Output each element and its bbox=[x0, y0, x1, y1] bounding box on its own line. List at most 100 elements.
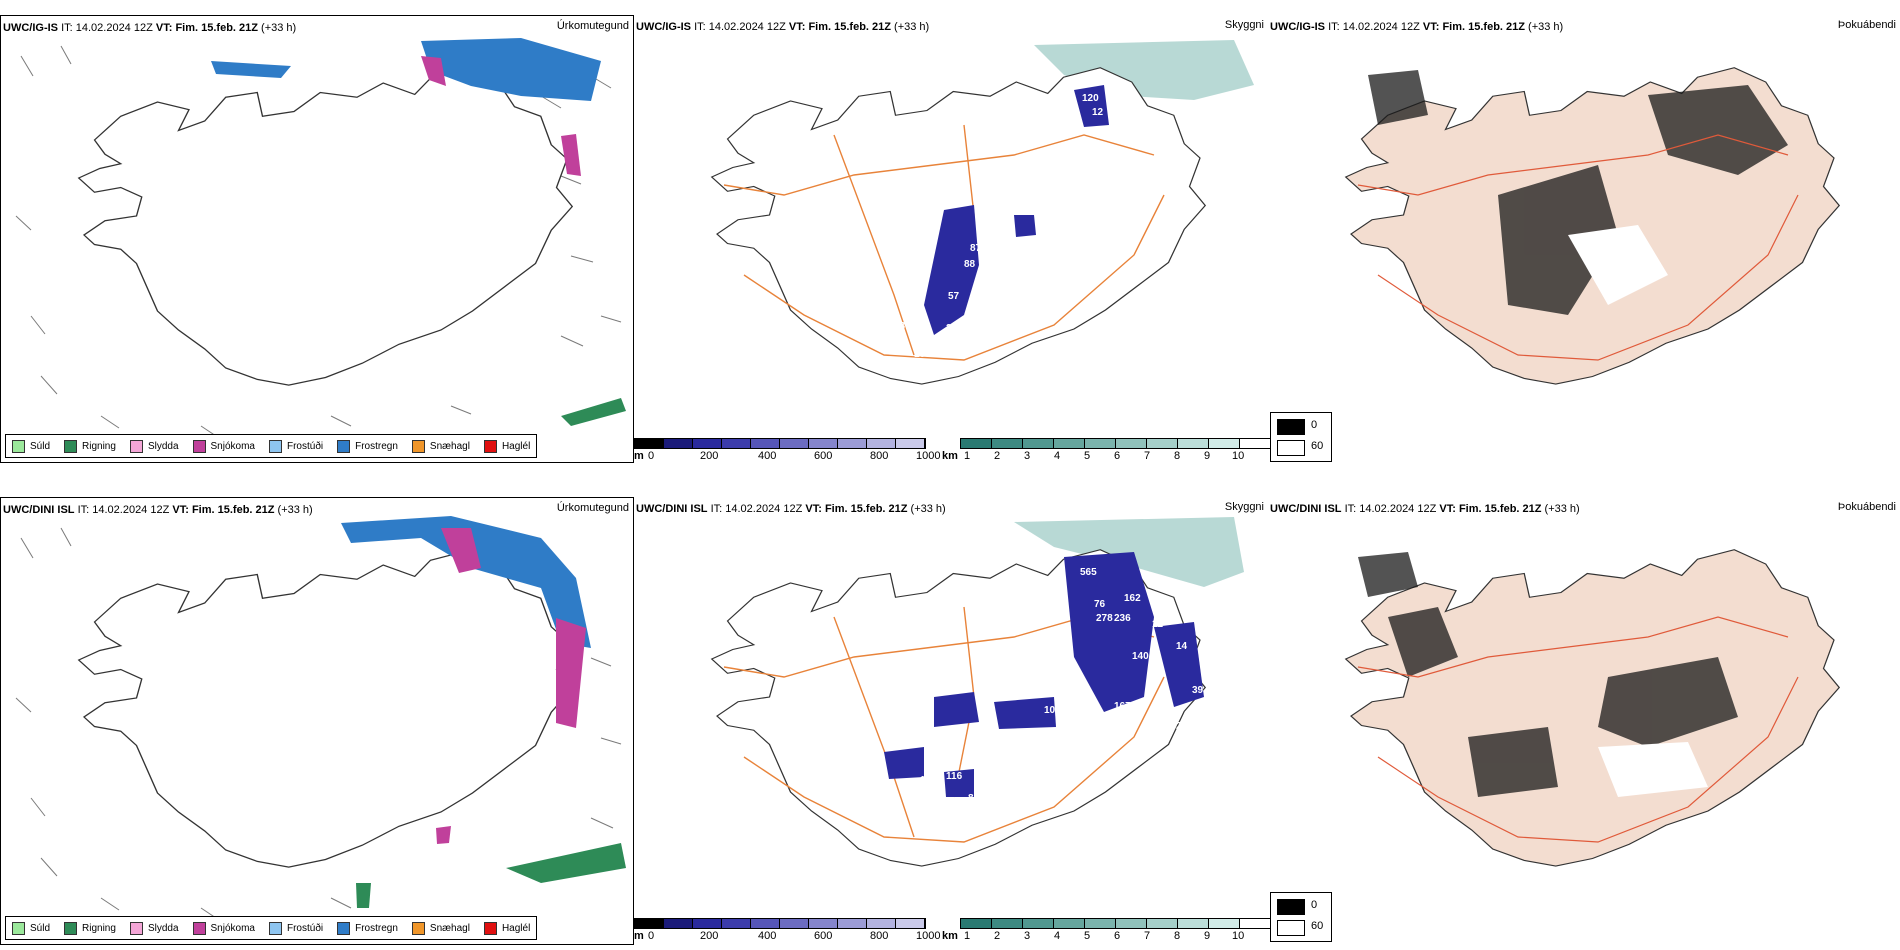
fog-panel-row2: UWC/DINI ISL IT: 14.02.2024 12Z VT: Fim.… bbox=[1268, 497, 1900, 945]
precip-snow-2 bbox=[556, 618, 586, 728]
fog-map bbox=[1345, 549, 1840, 867]
vis-value: 89 bbox=[1052, 779, 1064, 790]
vis-value: 114 bbox=[982, 223, 999, 234]
fog-legend-row1: 0 60 bbox=[1270, 412, 1332, 462]
ceiling-colorbar-row1: m 0 200 400 600 800 1000 bbox=[634, 438, 940, 464]
legend-item: Snjókoma bbox=[192, 439, 255, 453]
precip-rain-2 bbox=[356, 883, 371, 908]
panel-header: UWC/IG-IS IT: 14.02.2024 12Z VT: Fim. 15… bbox=[636, 21, 930, 33]
low-ceiling-areas bbox=[924, 85, 1109, 335]
vis-value: 88 bbox=[964, 259, 976, 270]
precip-frostregn bbox=[341, 516, 591, 648]
vis-value: 142 bbox=[1044, 215, 1061, 226]
precip-rain bbox=[561, 398, 626, 426]
vis-value: 208 bbox=[1176, 721, 1193, 732]
panel-header: UWC/IG-IS IT: 14.02.2024 12Z VT: Fim. 15… bbox=[1270, 21, 1564, 33]
panel-header: UWC/IG-IS IT: 14.02.2024 12Z VT: Fim. 15… bbox=[3, 22, 297, 34]
legend-item: Haglél bbox=[483, 921, 530, 935]
precip-snow bbox=[441, 528, 481, 573]
precip-snow bbox=[421, 56, 446, 86]
vis-value: 18 bbox=[894, 321, 906, 332]
legend-item: Frostúði bbox=[268, 921, 323, 935]
precip-snow-2 bbox=[561, 134, 581, 176]
precip-frostregn-2 bbox=[211, 61, 291, 78]
precip-title: Úrkomutegund bbox=[556, 502, 629, 514]
vis-value: 116 bbox=[946, 771, 963, 782]
precip-frostregn bbox=[421, 38, 601, 101]
panel-header: UWC/DINI ISL IT: 14.02.2024 12Z VT: Fim.… bbox=[636, 503, 946, 515]
fog-map bbox=[1345, 67, 1840, 385]
legend-item: Súld bbox=[12, 439, 50, 453]
legend-item: Rigning bbox=[64, 439, 116, 453]
low-vis-ocean bbox=[1014, 517, 1244, 587]
ceiling-segments bbox=[634, 918, 926, 929]
visibility-segments bbox=[960, 918, 1272, 929]
precip-rain bbox=[506, 843, 626, 883]
vis-value: 167 bbox=[1114, 701, 1131, 712]
vis-value: 188 bbox=[914, 349, 931, 360]
vis-value: 120 bbox=[1082, 93, 1099, 104]
fog-clear bbox=[1568, 225, 1668, 305]
fog-panel-row1: UWC/IG-IS IT: 14.02.2024 12Z VT: Fim. 15… bbox=[1268, 15, 1900, 463]
vis-value: 142 bbox=[1062, 703, 1079, 714]
visibility-colorbar-row2: km 1 2 3 4 5 6 7 8 9 10 bbox=[942, 918, 1272, 944]
fog-shading bbox=[1358, 552, 1738, 797]
precip-map bbox=[15, 516, 626, 921]
legend-item: Haglél bbox=[483, 439, 530, 453]
vis-value: 236 bbox=[1114, 613, 1131, 624]
vis-value: 565 bbox=[1080, 567, 1097, 578]
legend-item: Snæhagl bbox=[411, 439, 470, 453]
precip-legend: Súld Rigning Slydda Snjókoma Frostúði Fr… bbox=[5, 916, 538, 940]
vis-value: 112 bbox=[1078, 717, 1095, 728]
fog-title: Þokuábendi bbox=[1837, 19, 1896, 31]
fog-shading bbox=[1368, 70, 1788, 315]
vis-value: 76 bbox=[1094, 599, 1106, 610]
legend-item: Frostúði bbox=[268, 439, 323, 453]
visibility-map bbox=[711, 517, 1244, 867]
vis-value: 10 bbox=[1044, 705, 1056, 716]
vis-value: 240 bbox=[946, 323, 963, 334]
roads bbox=[1357, 134, 1799, 361]
visibility-segments bbox=[960, 438, 1272, 449]
legend-item: Snæhagl bbox=[411, 921, 470, 935]
vis-value: 39 bbox=[1192, 685, 1204, 696]
ceiling-colorbar-row2: m 0 200 400 600 800 1000 bbox=[634, 918, 940, 944]
vis-value: 18 bbox=[932, 349, 944, 360]
visibility-map bbox=[711, 40, 1254, 385]
legend-item: Rigning bbox=[64, 921, 116, 935]
fog-title: Þokuábendi bbox=[1837, 501, 1896, 513]
precip-title: Úrkomutegund bbox=[556, 20, 629, 32]
vis-value: 82 bbox=[968, 793, 980, 804]
vis-value: 278 bbox=[1096, 613, 1113, 624]
ceiling-segments bbox=[634, 438, 926, 449]
panel-header: UWC/DINI ISL IT: 14.02.2024 12Z VT: Fim.… bbox=[3, 504, 313, 516]
visibility-title: Skyggni bbox=[1224, 501, 1264, 513]
vis-value: 162 bbox=[1124, 593, 1141, 604]
vis-value: 12 bbox=[1092, 107, 1104, 118]
precip-snow-3 bbox=[436, 826, 451, 844]
vis-value: 17 bbox=[980, 321, 992, 332]
fog-legend-row2: 0 60 bbox=[1270, 892, 1332, 942]
visibility-colorbar-row1: km 1 2 3 4 5 6 7 8 9 10 bbox=[942, 438, 1272, 464]
vis-value: 106 bbox=[920, 775, 937, 786]
wind-barbs bbox=[15, 45, 622, 439]
panel-header: UWC/DINI ISL IT: 14.02.2024 12Z VT: Fim.… bbox=[1270, 503, 1580, 515]
low-ceiling-areas bbox=[884, 552, 1204, 797]
vis-value: 87 bbox=[970, 243, 982, 254]
legend-item: Frostregn bbox=[337, 439, 398, 453]
legend-item: Frostregn bbox=[337, 921, 398, 935]
roads bbox=[1357, 616, 1799, 843]
visibility-title: Skyggni bbox=[1224, 19, 1264, 31]
vis-value: 12 bbox=[1152, 619, 1164, 630]
vis-value: 14 bbox=[1176, 641, 1188, 652]
vis-value: 16 bbox=[996, 259, 1008, 270]
precip-panel-row2: UWC/DINI ISL IT: 14.02.2024 12Z VT: Fim.… bbox=[0, 497, 634, 945]
legend-item: Snjókoma bbox=[192, 921, 255, 935]
vis-value: 126 bbox=[1012, 277, 1029, 288]
visibility-panel-row2: UWC/DINI ISL IT: 14.02.2024 12Z VT: Fim.… bbox=[634, 497, 1268, 945]
fog-clear bbox=[1598, 742, 1708, 797]
precip-map bbox=[15, 38, 626, 439]
vis-value: 57 bbox=[948, 291, 960, 302]
precip-legend: Súld Rigning Slydda Snjókoma Frostúði Fr… bbox=[5, 434, 538, 458]
vis-value: 195 bbox=[962, 339, 979, 350]
